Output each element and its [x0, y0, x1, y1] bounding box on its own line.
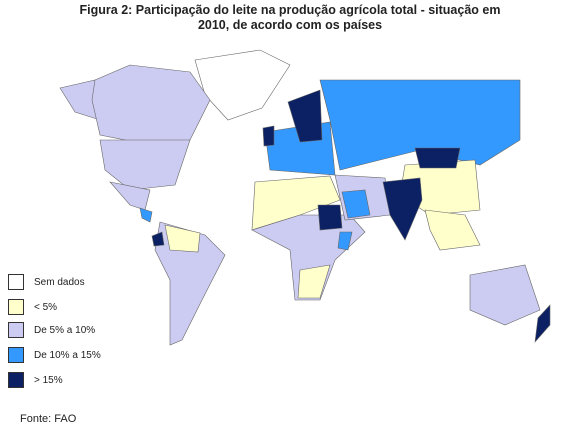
- legend-item: De 5% a 10%: [8, 322, 95, 338]
- legend-label: < 5%: [34, 301, 58, 313]
- legend-swatch: [8, 299, 24, 315]
- uk: [262, 125, 275, 147]
- east-africa: [337, 231, 353, 251]
- legend-swatch: [8, 274, 24, 290]
- africa-central: [251, 214, 366, 301]
- legend-item: > 15%: [8, 372, 63, 388]
- legend-label: De 5% a 10%: [34, 324, 96, 336]
- mongolia: [414, 147, 461, 169]
- scandinavia: [287, 89, 323, 143]
- australia: [469, 264, 541, 326]
- legend-item: De 10% a 15%: [8, 347, 101, 363]
- legend-item: Sem dados: [8, 274, 85, 290]
- legend-swatch: [8, 372, 24, 388]
- usa: [99, 139, 191, 191]
- southeast-asia: [424, 209, 481, 251]
- south-america: [154, 221, 226, 346]
- legend-swatch: [8, 322, 24, 338]
- legend-label: > 15%: [34, 374, 63, 386]
- south-america-north: [164, 224, 201, 253]
- africa-south: [297, 264, 331, 299]
- ecuador: [151, 231, 165, 247]
- legend-item: < 5%: [8, 299, 57, 315]
- saudi-arabia: [341, 189, 371, 219]
- greenland: [194, 49, 291, 121]
- legend-swatch: [8, 347, 24, 363]
- new-zealand: [534, 304, 551, 343]
- source: Fonte: FAO: [20, 413, 77, 425]
- legend-label: De 10% a 15%: [34, 349, 101, 361]
- sudan: [317, 204, 343, 231]
- title: Figura 2: Participação do leite na produ…: [79, 3, 501, 32]
- central-america: [139, 207, 153, 223]
- canada: [91, 64, 211, 146]
- legend-label: Sem dados: [34, 276, 85, 288]
- india: [382, 177, 423, 241]
